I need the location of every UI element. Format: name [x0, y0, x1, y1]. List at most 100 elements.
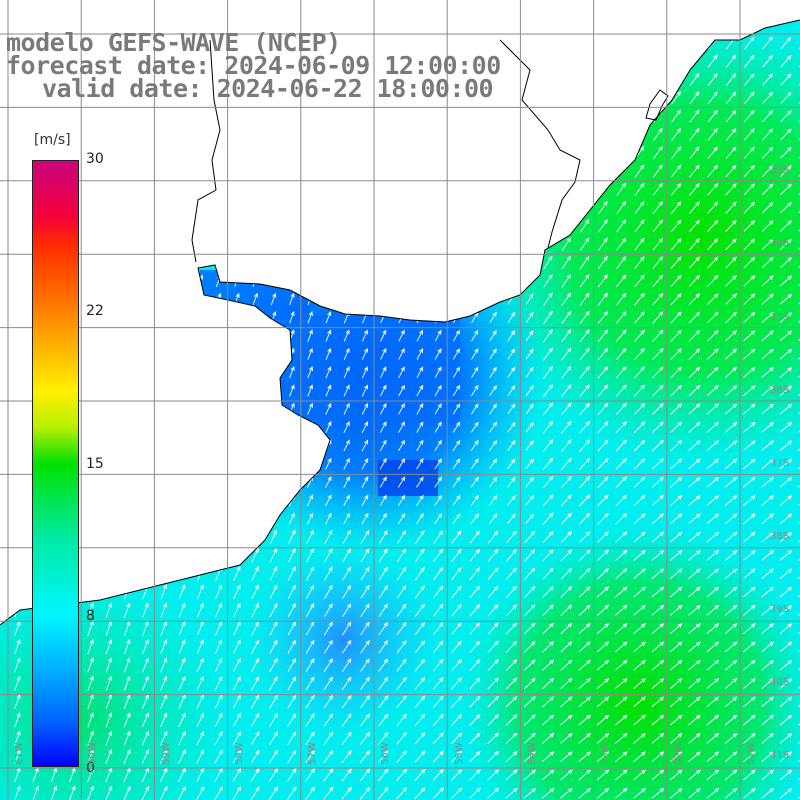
wind-arrow	[688, 678, 701, 689]
wind-arrow	[560, 714, 573, 726]
wind-arrow	[342, 548, 351, 563]
wind-arrow	[489, 421, 497, 433]
wind-arrow	[124, 164, 130, 178]
wind-arrow	[615, 696, 628, 708]
wind-arrow	[652, 237, 664, 251]
wind-arrow	[615, 641, 628, 653]
wind-arrow	[523, 732, 536, 744]
wind-arrow	[526, 55, 533, 68]
wind-arrow	[469, 567, 480, 580]
wind-arrow	[87, 384, 94, 397]
wind-arrow	[652, 146, 663, 160]
wind-arrow	[398, 384, 405, 397]
wind-arrow	[197, 201, 204, 214]
wind-arrow	[362, 182, 368, 196]
wind-arrow	[324, 548, 333, 563]
colorbar-tick-15: 15	[86, 456, 104, 472]
wind-arrow	[142, 109, 149, 123]
wind-arrow	[526, 183, 534, 196]
wind-arrow	[743, 403, 756, 415]
wind-arrow	[325, 494, 332, 507]
colorbar-tick-22: 22	[86, 303, 104, 319]
wind-arrow	[415, 530, 425, 544]
wind-arrow	[743, 109, 755, 123]
wind-arrow	[234, 146, 240, 159]
wind-arrow	[633, 549, 646, 561]
lat-label: 35S	[770, 312, 790, 323]
wind-arrow	[398, 146, 405, 159]
wind-arrow	[142, 402, 149, 415]
wind-arrow	[197, 164, 204, 178]
wind-arrow	[507, 311, 516, 323]
wind-arrow	[32, 785, 39, 800]
wind-arrow	[596, 586, 610, 598]
wind-arrow	[780, 201, 792, 214]
wind-arrow	[651, 476, 664, 488]
wind-arrow	[14, 347, 21, 361]
wind-arrow	[524, 567, 536, 580]
wind-arrow	[398, 201, 405, 214]
wind-arrow	[215, 512, 222, 525]
wind-arrow	[252, 402, 258, 415]
wind-arrow	[197, 292, 204, 306]
wind-arrow	[232, 712, 241, 728]
wind-arrow	[124, 439, 130, 452]
wind-arrow	[106, 182, 112, 196]
wind-arrow	[142, 237, 149, 251]
wind-arrow	[469, 750, 481, 763]
wind-arrow	[706, 274, 719, 287]
wind-arrow	[414, 676, 426, 690]
wind-arrow	[544, 72, 552, 87]
wind-arrow	[123, 675, 131, 691]
wind-arrow	[453, 36, 460, 49]
wind-arrow	[124, 365, 130, 379]
wind-arrow	[287, 749, 297, 764]
wind-arrow	[179, 494, 185, 507]
wind-arrow	[325, 146, 332, 159]
wind-arrow	[305, 731, 315, 746]
wind-arrow	[542, 457, 554, 471]
wind-arrow	[724, 568, 738, 580]
wind-arrow	[578, 623, 591, 635]
wind-arrow	[197, 146, 204, 159]
wind-arrow	[779, 604, 793, 616]
wind-arrow	[653, 72, 663, 87]
wind-arrow	[362, 292, 368, 306]
wind-arrow	[615, 678, 628, 689]
wind-arrow	[379, 494, 387, 507]
wind-arrow	[342, 529, 351, 545]
wind-arrow	[142, 274, 149, 287]
wind-arrow	[706, 366, 719, 379]
wind-arrow	[396, 640, 407, 654]
wind-arrow	[343, 329, 350, 342]
wind-arrow	[508, 146, 515, 159]
wind-arrow	[341, 750, 352, 764]
wind-arrow	[670, 458, 683, 470]
wind-arrow	[415, 548, 425, 562]
wind-arrow	[379, 384, 387, 397]
wind-arrow	[270, 274, 277, 287]
wind-arrow	[488, 513, 498, 524]
wind-arrow	[633, 421, 646, 434]
wind-arrow	[688, 476, 701, 488]
wind-arrow	[689, 91, 700, 105]
wind-arrow	[597, 329, 609, 343]
wind-arrow	[779, 440, 793, 451]
wind-arrow	[651, 494, 664, 507]
wind-arrow	[161, 237, 167, 251]
wind-arrow	[779, 238, 793, 250]
wind-arrow	[725, 73, 737, 86]
wind-arrow	[396, 732, 407, 745]
wind-arrow	[359, 786, 371, 800]
wind-arrow	[343, 402, 350, 415]
wind-arrow	[688, 733, 701, 744]
wind-arrow	[743, 696, 756, 708]
wind-arrow	[633, 659, 646, 671]
wind-arrow	[380, 109, 387, 123]
wind-arrow	[32, 146, 39, 159]
wind-arrow	[124, 146, 130, 159]
wind-arrow	[341, 713, 352, 727]
wind-arrow	[324, 529, 333, 545]
wind-arrow	[489, 201, 497, 214]
wind-arrow	[414, 585, 425, 599]
